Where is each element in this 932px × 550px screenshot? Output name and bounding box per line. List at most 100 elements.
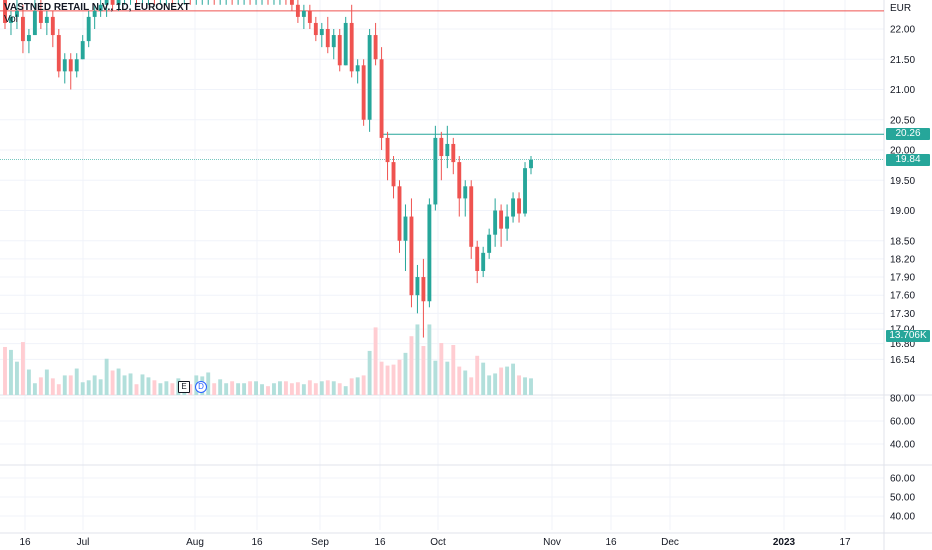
candle-body: [319, 29, 324, 36]
candle-body: [505, 216, 510, 229]
candle-body: [511, 198, 516, 217]
x-tick-label: Nov: [543, 537, 561, 548]
x-tick-label: Sep: [311, 537, 329, 548]
candle-body: [385, 137, 390, 163]
lower-pane-tick-label: 60.00: [890, 474, 915, 485]
candle-body: [403, 216, 408, 241]
volume-bar: [236, 383, 241, 395]
volume-bar: [266, 386, 270, 395]
volume-bar: [260, 384, 264, 395]
candle-body: [116, 0, 121, 5]
lower-pane-tick-label: 40.00: [890, 440, 915, 451]
candle-body: [307, 10, 312, 23]
volume-bar: [68, 375, 73, 395]
volume-bar: [164, 381, 169, 395]
y-tick-label: 16.80: [890, 339, 915, 350]
volume-bar: [307, 380, 312, 395]
volume-bar: [248, 381, 253, 395]
volume-bar: [397, 359, 402, 395]
volume-bar: [62, 375, 67, 395]
volume-bar: [463, 370, 468, 395]
volume-bar: [481, 362, 486, 395]
symbol-title: VASTNED RETAIL N.V., 1D, EURONEXT: [4, 2, 190, 13]
volume-bar: [50, 378, 55, 395]
y-tick-label: 18.50: [890, 236, 915, 247]
volume-bar: [56, 384, 61, 395]
candle-body: [110, 0, 115, 5]
y-tick-label: 17.04: [890, 325, 915, 336]
volume-bar: [170, 383, 175, 395]
candle-body: [493, 210, 498, 235]
candle-body: [487, 234, 492, 253]
x-tick-label: Dec: [661, 537, 679, 548]
lower-pane-tick-label: 40.00: [890, 512, 915, 523]
candle-body: [68, 59, 73, 72]
candle-body: [289, 0, 294, 5]
volume-bar: [254, 381, 258, 395]
volume-bar: [20, 342, 25, 395]
x-tick-label: 16: [374, 537, 386, 548]
volume-bar: [283, 381, 288, 395]
candle-body: [26, 35, 31, 42]
volume-bar: [331, 381, 336, 395]
volume-bar: [32, 383, 37, 395]
currency-label[interactable]: EUR: [890, 3, 912, 14]
candle-body: [349, 22, 354, 72]
volume-bar: [493, 373, 498, 395]
volume-bar: [301, 384, 306, 395]
y-tick-label: 22.00: [890, 25, 915, 36]
volume-bar: [361, 375, 366, 395]
volume-bar: [295, 382, 300, 395]
y-tick-label: 20.50: [890, 115, 915, 126]
volume-bar: [116, 368, 121, 395]
x-tick-label: Jul: [77, 537, 90, 548]
candle-body: [3, 0, 7, 23]
volume-bar: [343, 386, 348, 395]
y-tick-label: 16.54: [890, 355, 915, 366]
volume-bar: [439, 343, 444, 395]
volume-bar: [499, 367, 504, 395]
volume-bar: [188, 384, 193, 395]
candle-body: [56, 35, 61, 72]
volume-bar: [313, 383, 318, 395]
candle-body: [415, 277, 420, 296]
candle-body: [367, 35, 372, 120]
dividend-icon[interactable]: D: [195, 381, 207, 393]
lower-pane-tick-label: 60.00: [890, 417, 915, 428]
volume-bar: [373, 327, 378, 395]
volume-bar: [230, 381, 235, 395]
volume-bar: [391, 364, 396, 395]
candle-body: [445, 143, 450, 157]
earnings-icon[interactable]: E: [178, 381, 190, 393]
price-badge-line: 20.26: [886, 128, 930, 141]
x-tick-label: 16: [605, 537, 617, 548]
y-tick-label: 17.90: [890, 273, 915, 284]
candle-body: [463, 186, 468, 199]
x-tick-label: 16: [19, 537, 31, 548]
chart-legend: VASTNED RETAIL N.V., 1D, EURONEXT Vol: [4, 2, 190, 26]
lower-pane-tick-label: 80.00: [890, 394, 915, 405]
candle-body: [325, 29, 330, 48]
volume-bar: [74, 368, 79, 395]
volume-bar: [3, 346, 7, 395]
lower-pane-tick-label: 50.00: [890, 493, 915, 504]
volume-bar: [523, 377, 527, 395]
volume-label: Vol: [4, 14, 18, 25]
volume-bar: [409, 336, 414, 395]
candle-body: [38, 10, 43, 23]
volume-bar: [38, 377, 43, 395]
volume-bar: [98, 379, 103, 395]
volume-bar: [445, 361, 450, 395]
volume-bar: [517, 375, 521, 395]
volume-bar: [433, 360, 438, 395]
x-tick-label: 16: [251, 537, 263, 548]
candle-body: [50, 16, 55, 36]
volume-bar: [403, 352, 408, 395]
volume-bar: [122, 375, 127, 395]
volume-bar: [134, 384, 139, 395]
candle-body: [80, 41, 85, 60]
candle-body: [32, 10, 37, 36]
y-tick-label: 19.00: [890, 206, 915, 217]
x-tick-label: Oct: [430, 537, 446, 548]
